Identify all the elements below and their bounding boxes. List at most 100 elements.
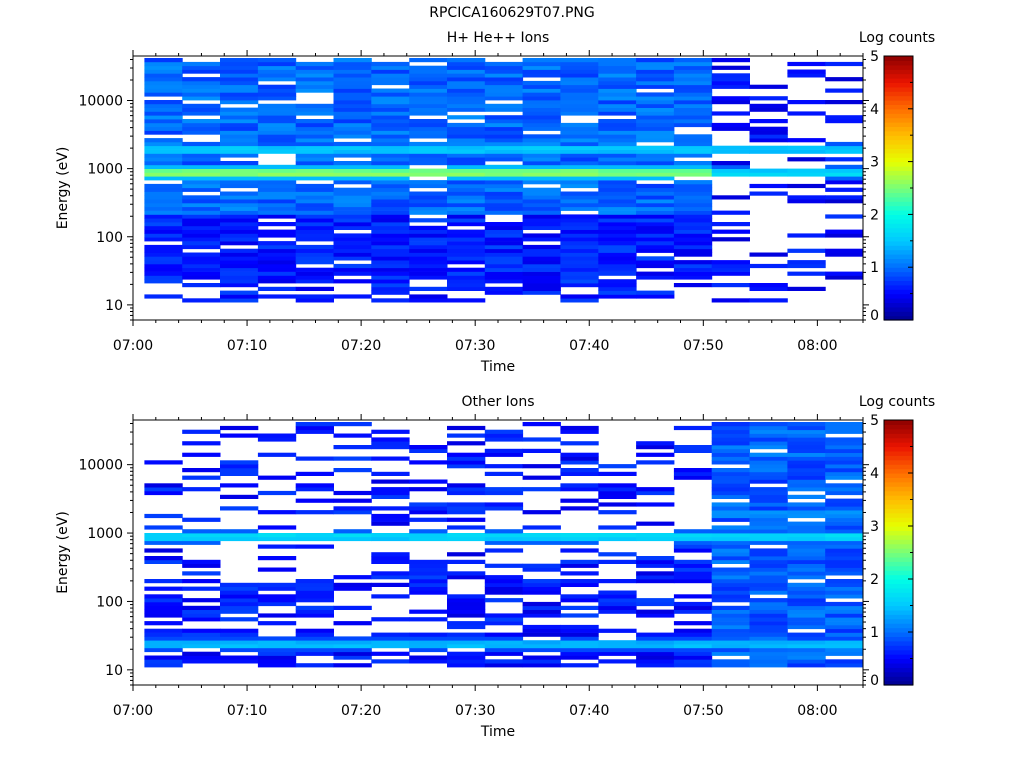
heatmap-cell xyxy=(598,134,637,139)
colorbar-segment xyxy=(884,201,913,207)
heatmap-cell xyxy=(636,161,675,166)
heatmap-cell xyxy=(295,636,334,641)
heatmap-cell xyxy=(371,214,410,219)
heatmap-cell xyxy=(144,141,183,147)
heatmap-cell xyxy=(484,263,524,269)
heatmap-cell xyxy=(484,187,524,192)
heatmap-cell xyxy=(409,58,448,63)
heatmap-cell xyxy=(522,115,561,120)
heatmap-cell xyxy=(636,73,675,78)
heatmap-cell xyxy=(636,191,675,196)
heatmap-cell xyxy=(257,88,297,93)
colorbar-tick-label: 0 xyxy=(870,308,879,324)
heatmap-cell xyxy=(484,579,524,584)
heatmap-cell xyxy=(220,199,259,204)
heatmap-cell xyxy=(409,206,448,211)
heatmap-cell xyxy=(825,533,864,538)
heatmap-cell xyxy=(409,210,448,215)
heatmap-cell xyxy=(484,84,524,89)
heatmap-cell xyxy=(484,590,524,595)
heatmap-cell xyxy=(257,122,297,128)
heatmap-cell xyxy=(825,429,864,434)
heatmap-cell xyxy=(371,659,410,664)
heatmap-cell xyxy=(144,107,183,112)
heatmap-cell xyxy=(711,559,750,564)
heatmap-cell xyxy=(447,536,486,542)
heatmap-cell xyxy=(825,437,864,442)
heatmap-cell xyxy=(598,73,637,78)
heatmap-cell xyxy=(484,180,524,185)
heatmap-cell xyxy=(144,168,183,173)
heatmap-cell xyxy=(409,241,448,246)
heatmap-cell xyxy=(598,283,637,288)
heatmap-cell xyxy=(333,222,372,227)
colorbar-segment xyxy=(884,579,913,584)
heatmap-cell xyxy=(409,590,448,595)
heatmap-cell xyxy=(220,425,259,431)
heatmap-cell xyxy=(257,510,297,515)
heatmap-cell xyxy=(749,663,788,668)
heatmap-cell xyxy=(522,260,561,265)
heatmap-cell xyxy=(333,168,372,173)
heatmap-cell xyxy=(560,214,599,219)
heatmap-cell xyxy=(447,65,486,70)
heatmap-cell xyxy=(220,628,259,633)
colorbar-segment xyxy=(884,490,913,496)
heatmap-cell xyxy=(295,498,334,503)
colorbar-segment xyxy=(884,254,913,259)
heatmap-cell xyxy=(447,222,486,227)
heatmap-cell xyxy=(825,425,864,431)
heatmap-cell xyxy=(787,605,826,610)
heatmap-cell xyxy=(447,655,486,660)
heatmap-cell xyxy=(295,271,334,276)
heatmap-cell xyxy=(673,632,713,637)
colorbar-segment xyxy=(884,236,913,242)
heatmap-cell xyxy=(598,103,637,108)
heatmap-cell xyxy=(371,632,410,637)
heatmap-cell xyxy=(598,92,637,97)
heatmap-cell xyxy=(257,279,297,284)
heatmap-cell xyxy=(522,563,561,568)
heatmap-cell xyxy=(560,168,599,173)
heatmap-cell xyxy=(673,168,713,173)
colorbar-segment xyxy=(884,104,913,110)
heatmap-cell xyxy=(371,456,410,461)
heatmap-cell xyxy=(295,183,334,189)
heatmap-cell xyxy=(295,644,334,649)
heatmap-cell xyxy=(484,632,524,637)
heatmap-cell xyxy=(220,141,259,147)
heatmap-cell xyxy=(409,559,448,564)
heatmap-cell xyxy=(182,640,221,645)
heatmap-cell xyxy=(673,563,713,568)
heatmap-cell xyxy=(598,183,637,189)
heatmap-cell xyxy=(220,483,259,488)
heatmap-cell xyxy=(560,632,599,637)
heatmap-cell xyxy=(711,651,750,656)
heatmap-cell xyxy=(144,206,183,211)
heatmap-cell xyxy=(598,69,637,74)
heatmap-cell xyxy=(295,628,334,633)
heatmap-cell xyxy=(825,563,864,568)
heatmap-cell xyxy=(409,640,448,645)
heatmap-cell xyxy=(711,490,750,496)
heatmap-cell xyxy=(333,644,372,649)
heatmap-cell xyxy=(749,172,788,177)
heatmap-cell xyxy=(257,437,297,442)
heatmap-cell xyxy=(333,575,372,580)
heatmap-cell xyxy=(673,425,713,431)
colorbar-tick-label: 2 xyxy=(870,207,879,223)
heatmap-cell xyxy=(144,244,183,250)
heatmap-cell xyxy=(522,100,561,105)
colorbar-segment xyxy=(884,437,913,443)
colorbar-segment xyxy=(884,271,913,277)
heatmap-cell xyxy=(447,176,486,181)
heatmap-cell xyxy=(333,187,372,192)
heatmap-cell xyxy=(636,256,675,261)
colorbar-segment xyxy=(884,636,913,642)
heatmap-cell xyxy=(825,452,864,457)
heatmap-cell xyxy=(447,183,486,189)
heatmap-cell xyxy=(598,579,637,584)
heatmap-cell xyxy=(333,651,372,656)
heatmap-cell xyxy=(333,153,372,158)
heatmap-cell xyxy=(673,448,713,453)
